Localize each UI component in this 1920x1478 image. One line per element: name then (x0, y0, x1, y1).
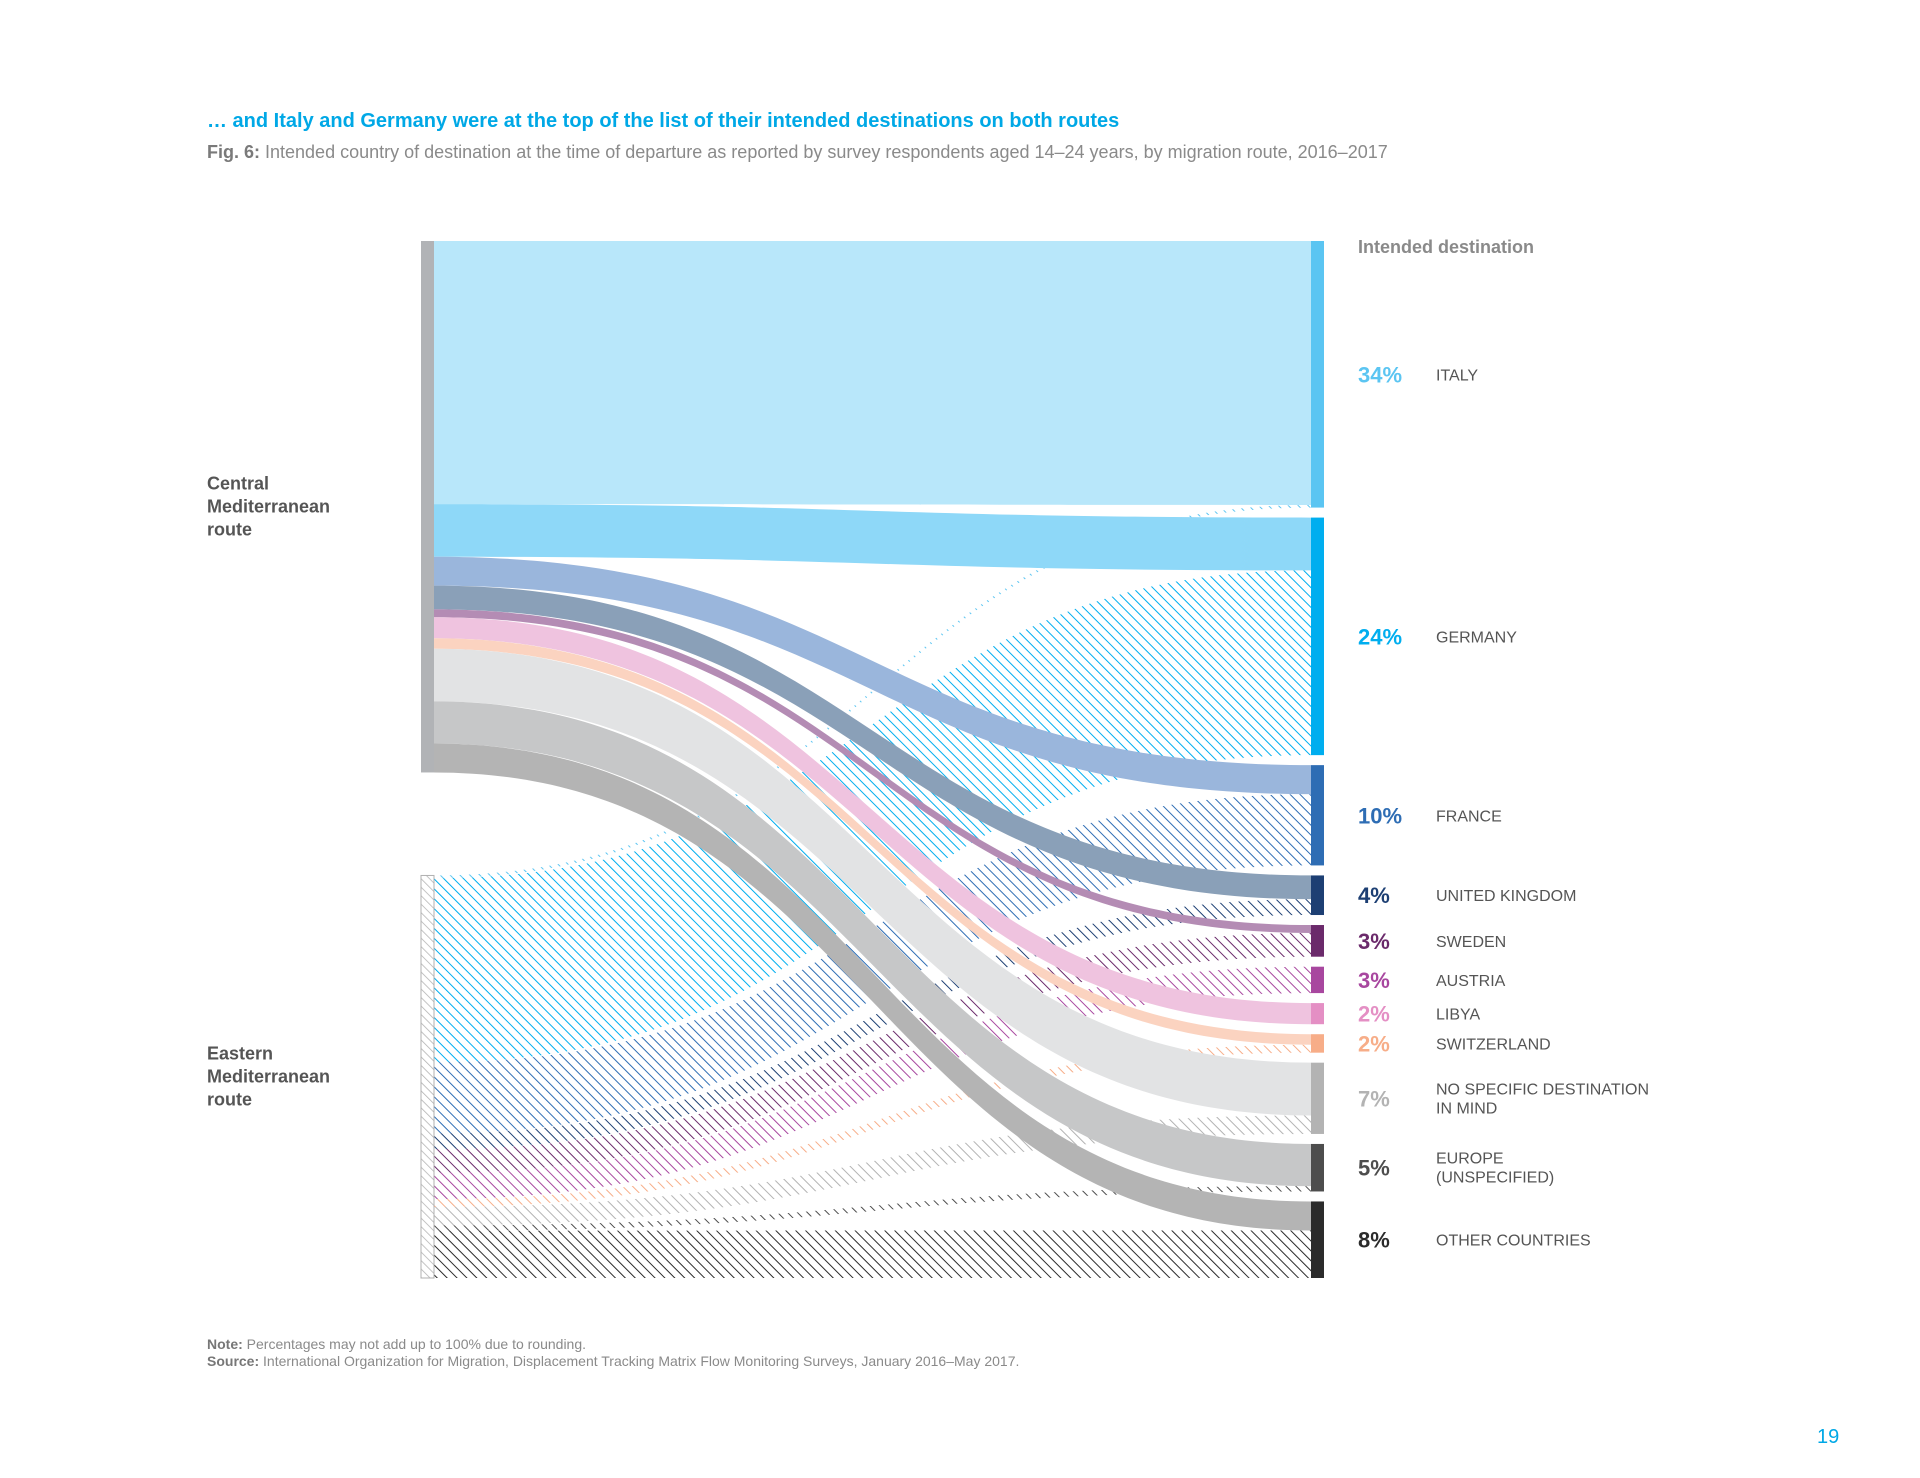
flow-central-other-countries (434, 743, 1311, 1231)
source-bars (420, 241, 435, 1279)
dest-pct-italy: 34% (1358, 362, 1402, 387)
dest-pct-europe-unspecified: 5% (1358, 1156, 1390, 1181)
dest-bar-united-kingdom (1311, 875, 1324, 916)
source-label-central: Central (207, 474, 269, 494)
source-label: Source: (207, 1353, 260, 1369)
source-label-eastern: Eastern (207, 1044, 273, 1064)
dest-name-libya: LIBYA (1436, 1007, 1481, 1024)
source-label-eastern: route (207, 1090, 252, 1110)
source-bar-eastern (420, 874, 435, 1279)
destination-bars (1311, 241, 1324, 1278)
flow-central-france (434, 556, 1311, 795)
note-line: Note: Percentages may not add up to 100%… (207, 1336, 1019, 1353)
flow-central-libya (434, 617, 1311, 1025)
dest-name-other-countries: OTHER COUNTRIES (1436, 1233, 1591, 1250)
dest-bar-germany (1311, 517, 1324, 756)
dest-pct-germany: 24% (1358, 624, 1402, 649)
flow-central-germany (434, 504, 1311, 571)
flow-eastern-europe-unspecified (434, 1186, 1311, 1231)
flow-central-europe-unspecified (434, 701, 1311, 1187)
dest-name-sweden: SWEDEN (1436, 934, 1506, 951)
source-label-eastern: Mediterranean (207, 1067, 330, 1087)
dest-pct-other-countries: 8% (1358, 1228, 1390, 1253)
flow-central-switzerland (434, 638, 1311, 1045)
flow-central-united-kingdom (434, 585, 1311, 900)
source-text: International Organization for Migration… (263, 1353, 1020, 1369)
flow-eastern-no-specific-destination-in-mind (434, 1115, 1311, 1226)
dest-bar-libya (1311, 1003, 1324, 1025)
dest-pct-austria: 3% (1358, 968, 1390, 993)
flow-eastern-sweden (434, 932, 1311, 1173)
dest-bar-switzerland (1311, 1034, 1324, 1053)
source-label-central: route (207, 520, 252, 540)
dest-pct-switzerland: 2% (1358, 1031, 1390, 1056)
dest-name-italy: ITALY (1436, 367, 1478, 384)
figure-caption: Intended country of destination at the t… (265, 142, 1388, 162)
dest-pct-no-specific-destination-in-mind: 7% (1358, 1086, 1390, 1111)
legend-title: Intended destination (1358, 237, 1534, 257)
dest-bar-europe-unspecified (1311, 1143, 1324, 1192)
figure-subtitle: Fig. 6: Intended country of destination … (207, 142, 1388, 163)
flow-central-no-specific-destination-in-mind (434, 648, 1311, 1116)
figure-heading: … and Italy and Germany were at the top … (207, 110, 1120, 132)
chart-labels: Intended destination Central Mediterranean… (207, 237, 1649, 1253)
flow-central-italy (434, 241, 1311, 505)
figure-notes: Note: Percentages may not add up to 100%… (207, 1336, 1019, 1370)
dest-name-austria: AUSTRIA (1436, 973, 1506, 990)
dest-bar-other-countries (1311, 1201, 1324, 1278)
flow-central-sweden (434, 609, 1311, 933)
page-number: 19 (1817, 1426, 1840, 1448)
dest-bar-austria (1311, 966, 1324, 994)
flow-eastern-italy (434, 504, 1311, 879)
flow-eastern-other-countries (434, 1230, 1311, 1278)
dest-name-europe-unspecified: EUROPE (UNSPECIFIED) (1436, 1151, 1554, 1187)
dest-pct-france: 10% (1358, 803, 1402, 828)
dest-name-germany: GERMANY (1436, 629, 1517, 646)
source-bar-central (421, 241, 434, 773)
dest-name-united-kingdom: UNITED KINGDOM (1436, 888, 1576, 905)
dest-bar-italy (1311, 241, 1324, 508)
dest-bar-sweden (1311, 925, 1324, 957)
note-label: Note: (207, 1336, 243, 1352)
dest-name-switzerland: SWITZERLAND (1436, 1036, 1551, 1053)
flow-eastern-switzerland (434, 1044, 1311, 1207)
flow-eastern-austria (434, 966, 1311, 1200)
dest-pct-sweden: 3% (1358, 929, 1390, 954)
dest-pct-libya: 2% (1358, 1002, 1390, 1027)
flow-eastern-united-kingdom (434, 899, 1311, 1150)
dest-pct-united-kingdom: 4% (1358, 883, 1390, 908)
source-label-central: Mediterranean (207, 497, 330, 517)
source-line: Source: International Organization for M… (207, 1353, 1019, 1370)
dest-name-france: FRANCE (1436, 808, 1502, 825)
figure-label: Fig. 6: (207, 142, 260, 162)
dest-name-no-specific-destination-in-mind: NO SPECIFIC DESTINATION IN MIND (1436, 1081, 1649, 1117)
central-flows (434, 241, 1311, 1231)
dest-bar-france (1311, 765, 1324, 866)
dest-bar-no-specific-destination-in-mind (1311, 1062, 1324, 1134)
note-text: Percentages may not add up to 100% due t… (246, 1336, 587, 1352)
